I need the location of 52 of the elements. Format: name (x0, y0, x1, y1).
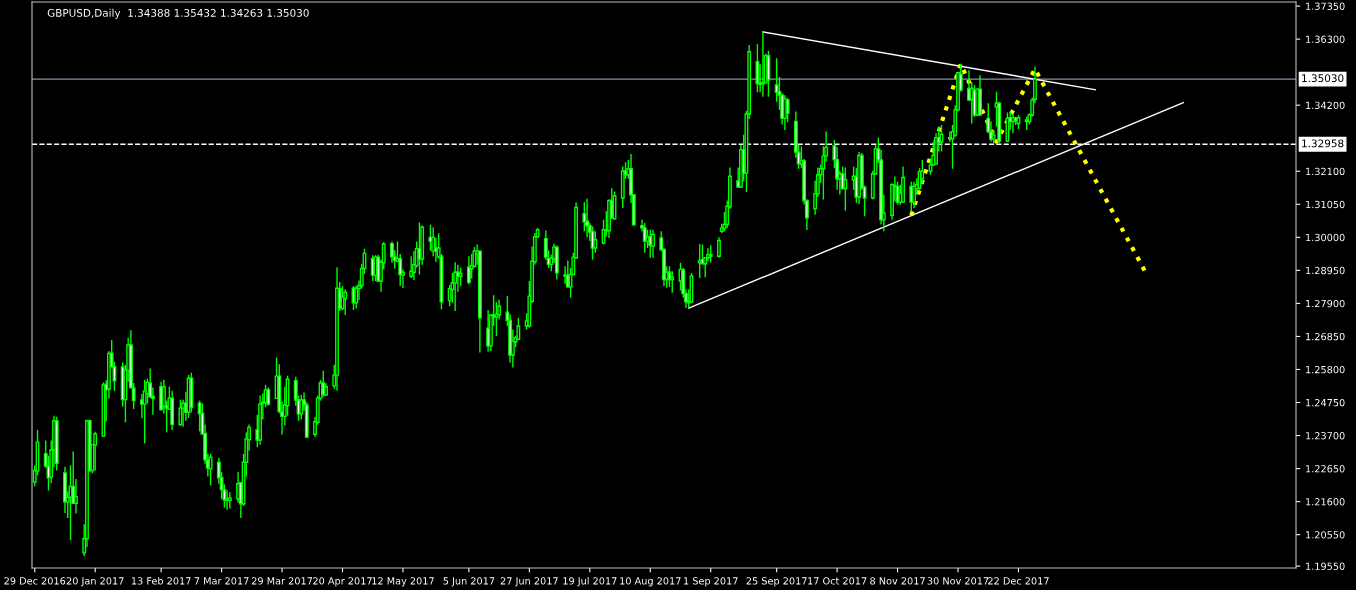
x-tick-label: 22 Dec 2017 (988, 577, 1049, 585)
y-tick-label: 1.25800 (1306, 365, 1345, 374)
candlestick (150, 386, 155, 416)
candlestick (755, 43, 760, 93)
candlestick (642, 222, 647, 254)
x-tick-label: 17 Oct 2017 (808, 577, 867, 585)
ref-line-label: 1.35030 (1302, 74, 1344, 83)
candlestick (563, 265, 568, 285)
y-tick-label: 1.23700 (1306, 432, 1345, 440)
text: GBPUSD,Daily 1.34388 1.35432 1.34263 1.35030 (47, 8, 309, 19)
candlestick (494, 301, 499, 337)
candlestick (585, 197, 589, 239)
y-tick-label: 1.19550 (1306, 562, 1345, 570)
candlestick (912, 180, 916, 209)
y-tick-label: 1.21600 (1306, 498, 1345, 506)
y-tick-label: 1.30000 (1306, 233, 1345, 242)
y-tick-label: 1.26850 (1306, 332, 1345, 341)
y-tick-label: 1.36300 (1306, 35, 1345, 43)
y-tick-label: 1.24750 (1306, 398, 1345, 407)
y-tick-label: 1.22650 (1306, 465, 1345, 473)
x-tick-label: 5 Jun 2017 (443, 577, 495, 587)
x-tick-label: 10 Aug 2017 (620, 577, 681, 587)
x-tick-label: 13 Feb 2017 (131, 577, 191, 585)
x-tick-label: 20 Apr 2017 (313, 577, 372, 587)
candlestick (178, 398, 183, 427)
x-tick-label: 8 Nov 2017 (870, 577, 925, 585)
candlestick (651, 229, 655, 259)
x-tick-label: 25 Sep 2017 (746, 577, 807, 587)
y-tick-label: 1.32100 (1306, 167, 1345, 176)
x-tick-label: 19 Jul 2017 (563, 577, 617, 587)
y-tick-label: 1.37350 (1306, 2, 1345, 10)
x-tick-label: 27 Jun 2017 (500, 577, 558, 587)
x-tick-label: 1 Sep 2017 (684, 577, 738, 587)
y-tick-label: 1.31050 (1306, 200, 1345, 209)
y-tick-label: 1.20550 (1306, 531, 1345, 539)
candlestick (670, 270, 675, 294)
x-tick-label: 29 Mar 2017 (251, 577, 313, 585)
y-tick-label: 1.28950 (1306, 266, 1345, 275)
ref-line-label: 1.32958 (1302, 139, 1344, 148)
candlestick (197, 399, 202, 433)
candlestick (398, 253, 403, 287)
y-tick-label: 1.27900 (1306, 299, 1345, 308)
x-tick-label: 29 Dec 2016 (4, 577, 66, 585)
x-tick-label: 7 Mar 2017 (194, 577, 249, 585)
x-tick-label: 30 Nov 2017 (927, 577, 989, 585)
line-series (909, 61, 1147, 274)
candlestick (843, 166, 848, 212)
y-tick-label: 1.34200 (1306, 101, 1345, 110)
x-tick-label: 12 May 2017 (372, 577, 434, 587)
candlestick (593, 230, 598, 254)
candlestick (717, 236, 721, 259)
x-tick-label: 20 Jan 2017 (66, 577, 124, 587)
